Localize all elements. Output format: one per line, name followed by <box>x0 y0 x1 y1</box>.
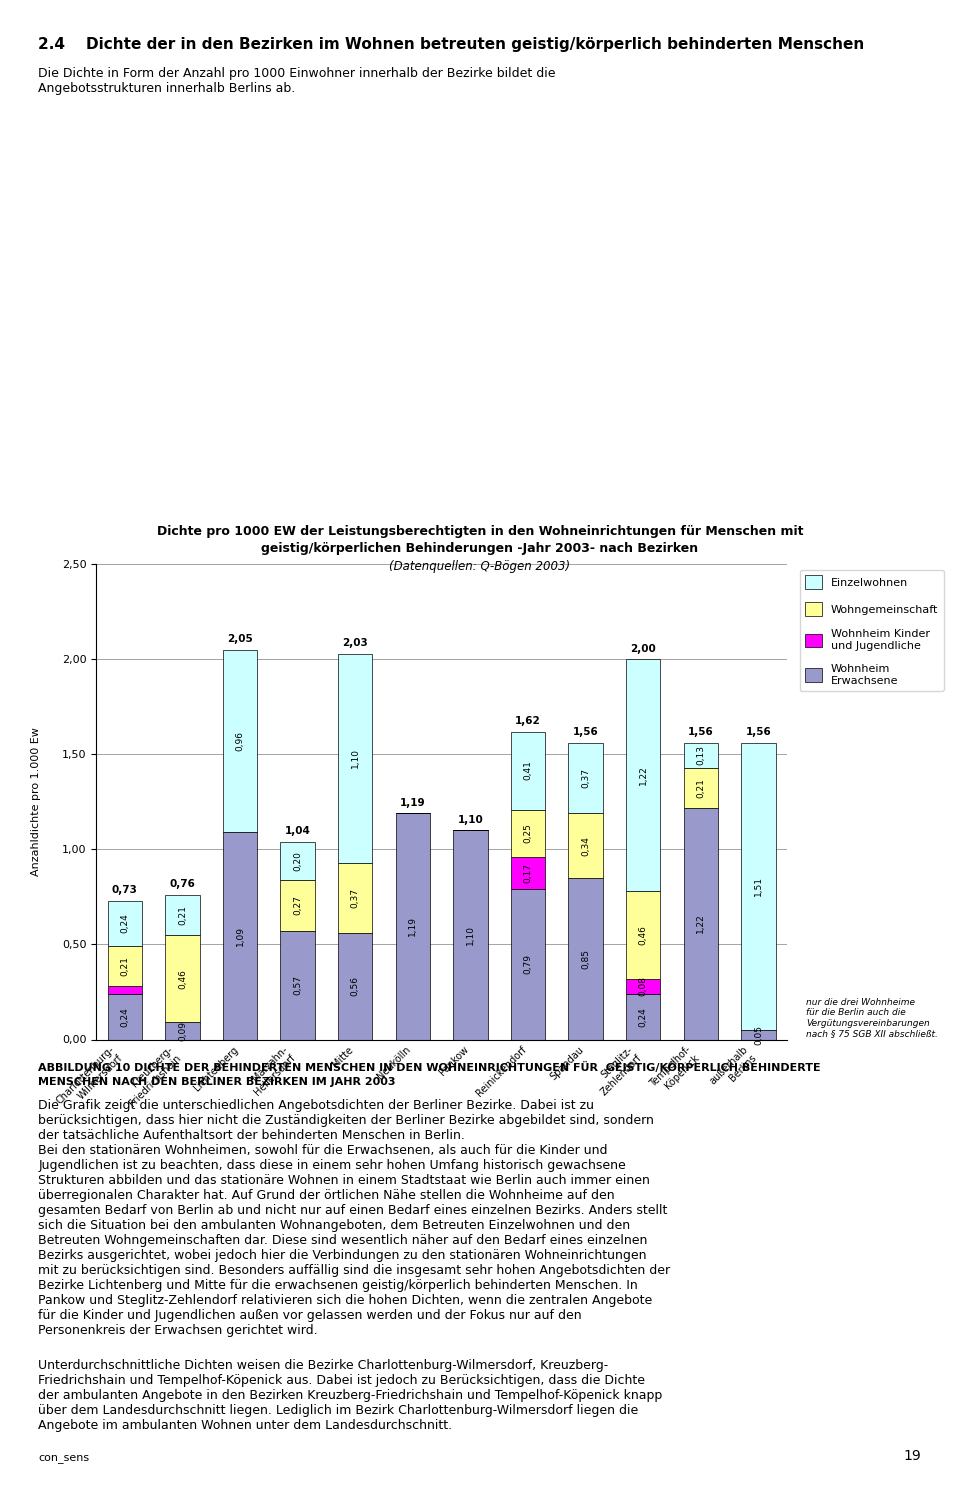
Bar <box>338 933 372 1040</box>
Text: 0,09: 0,09 <box>178 1022 187 1041</box>
Bar <box>108 993 142 1040</box>
Bar <box>453 830 488 1040</box>
Text: 0,57: 0,57 <box>293 976 302 995</box>
Text: Die Grafik zeigt die unterschiedlichen Angebotsdichten der Berliner Bezirke. Dab: Die Grafik zeigt die unterschiedlichen A… <box>38 1099 670 1337</box>
Bar <box>626 659 660 891</box>
Text: 19: 19 <box>904 1449 922 1463</box>
Text: 1,22: 1,22 <box>696 913 706 934</box>
Bar <box>511 890 545 1040</box>
Text: 0,73: 0,73 <box>112 885 137 895</box>
Bar <box>568 878 603 1040</box>
Text: Unterdurchschnittliche Dichten weisen die Bezirke Charlottenburg-Wilmersdorf, Kr: Unterdurchschnittliche Dichten weisen di… <box>38 1359 662 1432</box>
Text: 1,10: 1,10 <box>350 748 360 768</box>
Text: 0,24: 0,24 <box>120 913 130 934</box>
Text: MENSCHEN NACH DEN BERLINER BEZIRKEN IM JAHR 2003: MENSCHEN NACH DEN BERLINER BEZIRKEN IM J… <box>38 1077 396 1087</box>
Text: (Datenquellen: Q-Bögen 2003): (Datenquellen: Q-Bögen 2003) <box>390 560 570 573</box>
Text: 1,56: 1,56 <box>688 728 713 737</box>
Text: con_sens: con_sens <box>38 1452 89 1463</box>
Bar <box>511 732 545 809</box>
Text: geistig/körperlichen Behinderungen -Jahr 2003- nach Bezirken: geistig/körperlichen Behinderungen -Jahr… <box>261 542 699 555</box>
Bar <box>280 842 315 879</box>
Bar <box>511 857 545 890</box>
Text: 1,09: 1,09 <box>235 927 245 946</box>
Bar <box>741 742 776 1031</box>
Text: 0,21: 0,21 <box>120 956 130 976</box>
Text: 0,46: 0,46 <box>178 968 187 989</box>
Text: 0,76: 0,76 <box>170 879 195 890</box>
Text: Dichte pro 1000 EW der Leistungsberechtigten in den Wohneinrichtungen für Mensch: Dichte pro 1000 EW der Leistungsberechti… <box>156 524 804 538</box>
Text: 0,34: 0,34 <box>581 836 590 855</box>
Text: 1,56: 1,56 <box>746 728 771 737</box>
Bar <box>165 936 200 1022</box>
Bar <box>108 901 142 946</box>
Bar <box>223 650 257 832</box>
Text: Die Dichte in Form der Anzahl pro 1000 Einwohner innerhalb der Bezirke bildet di: Die Dichte in Form der Anzahl pro 1000 E… <box>38 67 556 95</box>
Text: 0,08: 0,08 <box>638 976 648 996</box>
Text: 0,41: 0,41 <box>523 760 533 781</box>
Bar <box>684 808 718 1040</box>
Text: 0,20: 0,20 <box>293 851 302 870</box>
Bar <box>626 993 660 1040</box>
Bar <box>165 1022 200 1040</box>
Text: 1,19: 1,19 <box>408 916 418 937</box>
Text: 1,56: 1,56 <box>573 728 598 737</box>
Text: 2,00: 2,00 <box>631 643 656 653</box>
Bar <box>626 891 660 979</box>
Text: 2,05: 2,05 <box>228 634 252 644</box>
Text: 1,19: 1,19 <box>400 797 425 808</box>
Text: 0,21: 0,21 <box>178 904 187 925</box>
Text: 1,10: 1,10 <box>466 925 475 944</box>
Text: 2,03: 2,03 <box>343 639 368 647</box>
Text: 0,24: 0,24 <box>638 1007 648 1026</box>
Bar <box>568 742 603 814</box>
Bar <box>108 986 142 993</box>
Text: 1,22: 1,22 <box>638 765 648 786</box>
Text: 1,04: 1,04 <box>285 826 310 836</box>
Bar <box>338 653 372 863</box>
Bar <box>165 895 200 936</box>
Bar <box>338 863 372 933</box>
Text: 1,51: 1,51 <box>754 876 763 897</box>
Bar <box>684 742 718 768</box>
Text: 0,17: 0,17 <box>523 863 533 884</box>
Text: 1,10: 1,10 <box>458 815 483 824</box>
Legend: Einzelwohnen, Wohngemeinschaft, Wohnheim Kinder
und Jugendliche, Wohnheim
Erwach: Einzelwohnen, Wohngemeinschaft, Wohnheim… <box>800 570 944 692</box>
Bar <box>280 879 315 931</box>
Text: 2.4    Dichte der in den Bezirken im Wohnen betreuten geistig/körperlich behinde: 2.4 Dichte der in den Bezirken im Wohnen… <box>38 37 865 52</box>
Text: 0,37: 0,37 <box>581 768 590 789</box>
Bar <box>223 832 257 1040</box>
Text: 1,62: 1,62 <box>516 716 540 726</box>
Text: 0,27: 0,27 <box>293 895 302 915</box>
Text: 0,37: 0,37 <box>350 888 360 907</box>
Text: 0,25: 0,25 <box>523 823 533 843</box>
Bar <box>396 814 430 1040</box>
Bar <box>108 946 142 986</box>
Y-axis label: Anzahldichte pro 1.000 Ew: Anzahldichte pro 1.000 Ew <box>31 728 40 876</box>
Text: 0,79: 0,79 <box>523 955 533 974</box>
Text: 0,85: 0,85 <box>581 949 590 968</box>
Bar <box>741 1031 776 1040</box>
Bar <box>568 814 603 878</box>
Text: 0,21: 0,21 <box>696 778 706 797</box>
Text: 0,46: 0,46 <box>638 925 648 944</box>
Text: 0,24: 0,24 <box>120 1007 130 1026</box>
Text: 0,13: 0,13 <box>696 745 706 765</box>
Bar <box>684 768 718 808</box>
Bar <box>511 809 545 857</box>
Text: 0,56: 0,56 <box>350 976 360 996</box>
Text: 0,05: 0,05 <box>754 1025 763 1045</box>
Bar <box>626 979 660 993</box>
Text: nur die drei Wohnheime
für die Berlin auch die
Vergütungsvereinbarungen
nach § 7: nur die drei Wohnheime für die Berlin au… <box>806 998 938 1038</box>
Bar <box>280 931 315 1040</box>
Text: 0,96: 0,96 <box>235 731 245 751</box>
Text: ABBILDUNG 10 DICHTE DER BEHINDERTEN MENSCHEN IN DEN WOHNEINRICHTUNGEN FÜR  GEIST: ABBILDUNG 10 DICHTE DER BEHINDERTEN MENS… <box>38 1062 821 1072</box>
